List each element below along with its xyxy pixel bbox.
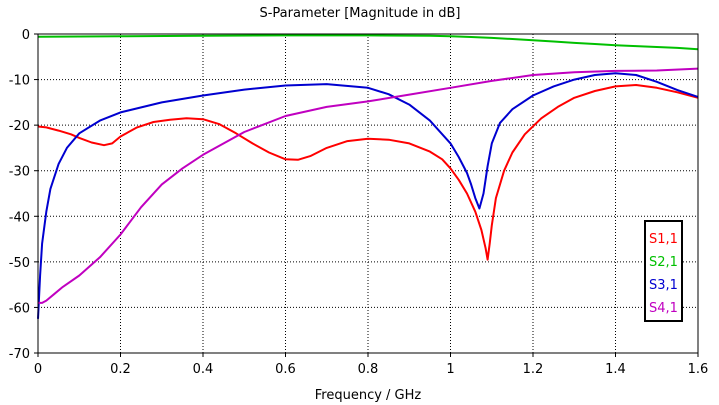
series-line-s21 — [37, 34, 699, 51]
y-tick-label: 0 — [22, 28, 30, 43]
legend-entry-s21: S2,1 — [649, 255, 678, 270]
x-tick-label: 0.2 — [110, 362, 131, 377]
x-axis-ticks: 0 0.2 0.4 0.6 0.8 1 1.2 1.4 1.6 — [34, 353, 708, 377]
x-tick-label: 1.6 — [688, 362, 709, 377]
y-tick-label: -50 — [9, 256, 30, 271]
legend-entry-s41: S4,1 — [649, 301, 678, 316]
y-tick-label: -40 — [9, 210, 30, 225]
x-tick-label: 0 — [34, 362, 42, 377]
y-tick-label: -20 — [9, 119, 30, 134]
series-line-s11 — [37, 84, 699, 261]
series-lines — [37, 34, 699, 319]
x-tick-label: 1.4 — [605, 362, 626, 377]
legend-box — [644, 220, 683, 322]
x-tick-label: 1 — [446, 362, 454, 377]
x-tick-label: 0.6 — [275, 362, 296, 377]
x-tick-label: 0.4 — [193, 362, 214, 377]
legend-entry-s11: S1,1 — [649, 232, 678, 247]
x-tick-label: 0.8 — [358, 362, 379, 377]
x-axis-label: Frequency / GHz — [315, 388, 422, 403]
y-tick-label: -60 — [9, 301, 30, 316]
y-tick-label: -10 — [9, 74, 30, 89]
grid-lines — [38, 34, 698, 353]
series-line-s31 — [37, 72, 699, 319]
plot-frame — [37, 33, 699, 354]
chart-title: S-Parameter [Magnitude in dB] — [259, 6, 460, 21]
legend: S1,1 S2,1 S3,1 S4,1 — [644, 220, 683, 322]
legend-entry-s31: S3,1 — [649, 278, 678, 293]
x-tick-label: 1.2 — [523, 362, 544, 377]
y-tick-label: -70 — [9, 347, 30, 362]
series-line-s41 — [38, 67, 699, 304]
y-axis-ticks: 0 -10 -20 -30 -40 -50 -60 -70 — [9, 28, 38, 362]
y-tick-label: -30 — [9, 165, 30, 180]
